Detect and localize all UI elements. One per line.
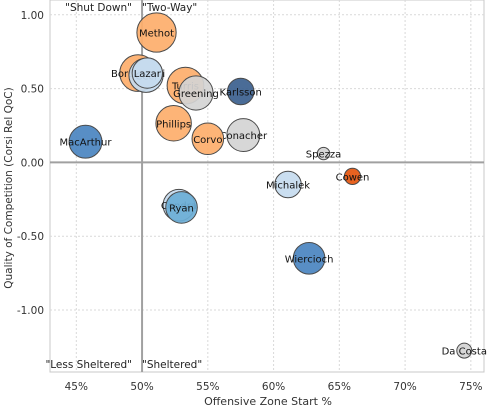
point-marker [343, 167, 362, 186]
data-point[interactable]: Ryan [165, 191, 198, 224]
point-marker [226, 77, 255, 106]
point-label: Da Costa [442, 347, 487, 358]
x-tick-label: 70% [393, 381, 416, 393]
plot-border [49, 0, 485, 373]
data-point[interactable]: Karlsson [220, 77, 262, 106]
data-point[interactable]: Spezza [306, 146, 341, 161]
point-marker [226, 118, 261, 153]
point-label: Karlsson [220, 88, 262, 99]
point-marker [68, 124, 103, 159]
data-point[interactable]: Methot [136, 12, 177, 53]
quadrant-label-bottom-left: "Less Sheltered" [45, 359, 132, 371]
x-tick-label: 45% [65, 381, 88, 393]
x-axis-label: Offensive Zone Start % [204, 395, 332, 408]
point-label: Phillips [156, 119, 191, 130]
point-marker [136, 12, 177, 53]
point-label: Conacher [219, 131, 268, 142]
point-marker [456, 342, 473, 359]
point-label: Methot [139, 28, 174, 39]
quadrant-label-bottom-right: "Sheltered" [142, 359, 202, 371]
point-marker [165, 191, 198, 224]
x-tick-label: 55% [196, 381, 219, 393]
point-label: Corvo [193, 135, 222, 146]
point-label: Michalek [266, 181, 310, 192]
x-tick-label: 65% [328, 381, 351, 393]
y-tick-label: -0.50 [17, 231, 44, 243]
data-points: MethotBorowieckiTurrisPhillipsCeciGreeni… [60, 12, 487, 359]
data-point[interactable]: Conacher [219, 118, 268, 153]
point-marker [155, 105, 192, 142]
y-tick-label: 1.00 [21, 10, 44, 22]
quadrant-label-top-left: "Shut Down" [65, 2, 132, 14]
point-marker [131, 57, 163, 89]
data-point[interactable]: Phillips [155, 105, 192, 142]
data-point[interactable]: Lazar [131, 57, 163, 89]
y-tick-label: 0.50 [21, 84, 44, 96]
data-point[interactable]: MacArthur [60, 124, 113, 159]
data-point[interactable]: Cowen [336, 167, 370, 186]
data-point[interactable]: Wiercioch [285, 242, 334, 275]
point-marker [191, 122, 225, 156]
point-marker [274, 170, 302, 199]
point-label: Wiercioch [285, 254, 334, 265]
y-tick-label: -1.00 [17, 305, 44, 317]
x-tick-label: 75% [459, 381, 482, 393]
point-label: Cowen [336, 172, 370, 183]
quadrant-label-top-right: "Two-Way" [142, 2, 197, 14]
point-label: Greening [173, 89, 219, 100]
data-point[interactable]: Greening [173, 75, 219, 111]
x-tick-label: 60% [262, 381, 285, 393]
point-marker [292, 242, 326, 275]
point-label: Spezza [306, 150, 341, 161]
point-label: MacArthur [60, 138, 113, 149]
point-marker [316, 146, 331, 161]
y-axis-label: Quality of Competition (Corsi Rel QoC) [3, 87, 15, 288]
x-tick-label: 50% [130, 381, 153, 393]
tick-labels: 45% 50% 55% 60% 65% 70% 75% 1.00 0.50 0.00 -0.50 -1… [17, 10, 483, 393]
data-point[interactable]: Da Costa [442, 342, 487, 359]
point-label: Ryan [169, 203, 194, 214]
y-tick-label: 0.00 [21, 157, 44, 169]
data-point[interactable]: Michalek [266, 170, 310, 199]
point-label: Lazar [134, 69, 162, 80]
point-marker [178, 75, 214, 111]
data-point[interactable]: Corvo [191, 122, 225, 156]
